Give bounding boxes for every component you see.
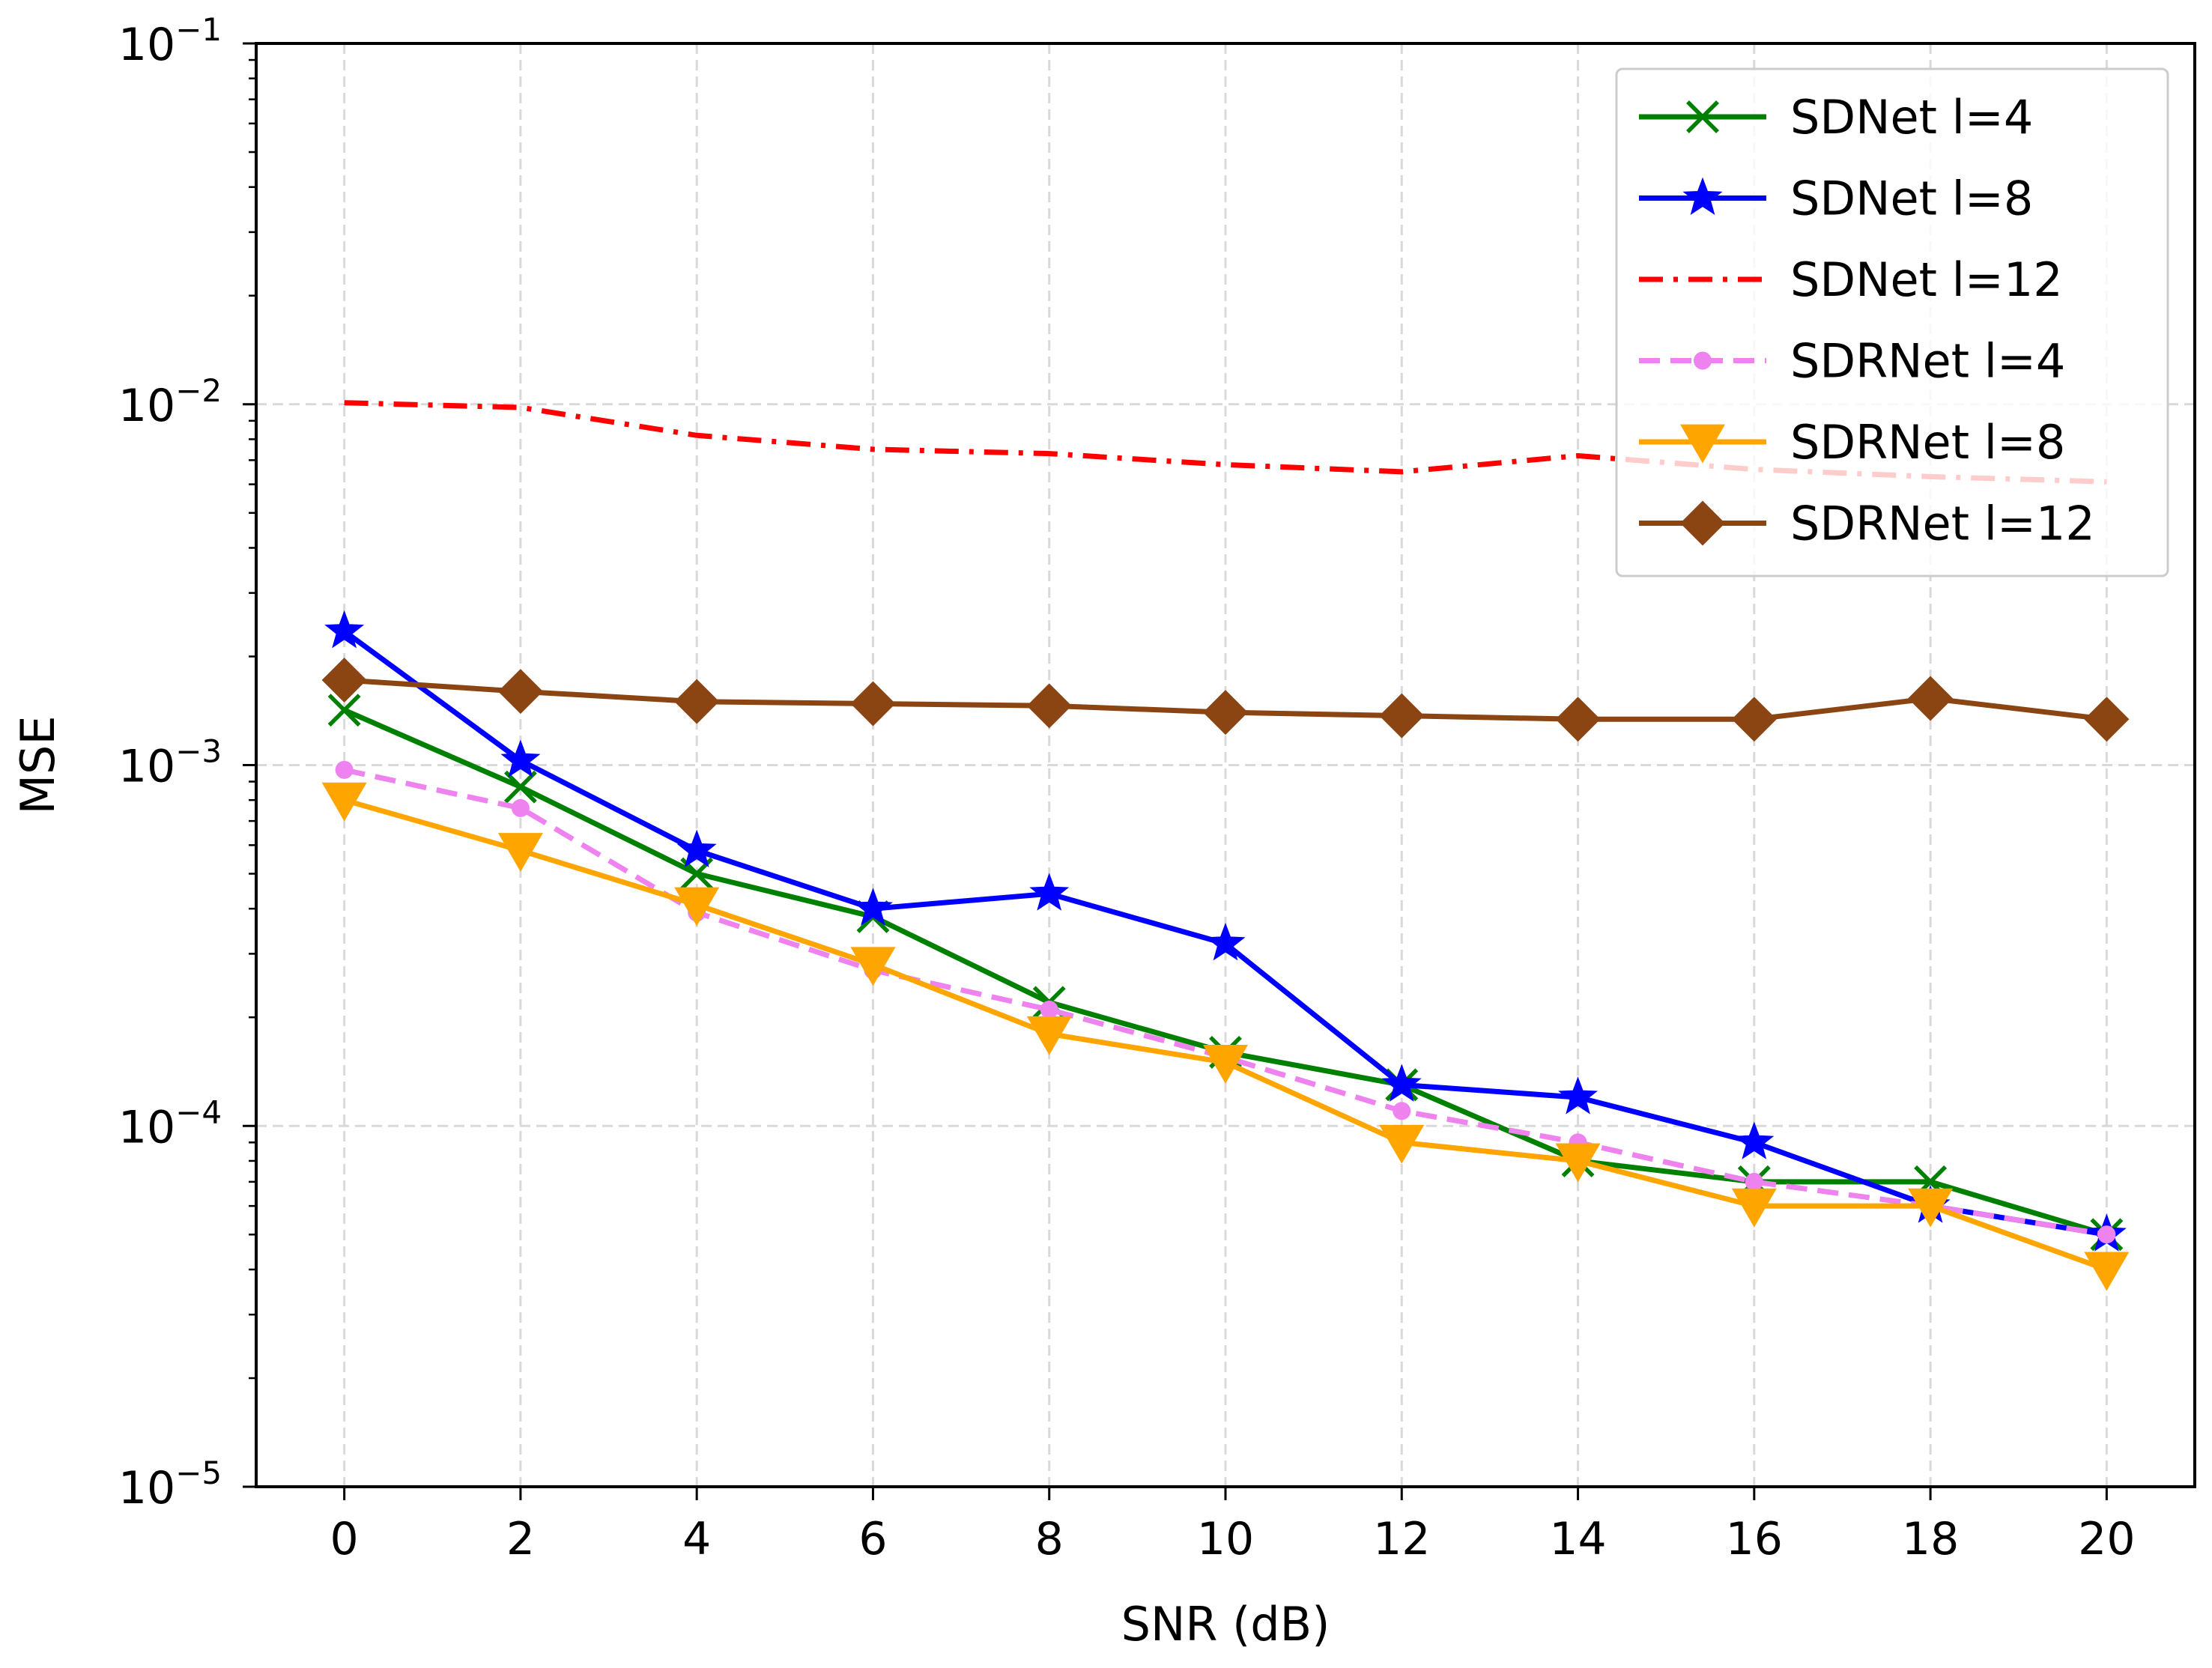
y-tick-base: 10 — [118, 1462, 175, 1514]
data-point — [1029, 873, 1070, 911]
data-point — [324, 610, 365, 649]
x-tick-label: 12 — [1373, 1513, 1430, 1565]
y-tick-base: 10 — [118, 741, 175, 793]
data-point — [327, 694, 361, 727]
data-point — [1205, 923, 1246, 961]
y-tick-base: 10 — [118, 1101, 175, 1153]
data-point — [1555, 697, 1601, 742]
legend-item: SDRNet l=4 — [1639, 334, 2065, 389]
legend-label: SDNet l=8 — [1790, 172, 2033, 226]
legend-marker-swatch — [1680, 424, 1725, 464]
x-tick-label: 4 — [682, 1513, 711, 1565]
data-point — [1731, 1188, 1777, 1228]
data-point — [1203, 690, 1248, 736]
data-point — [1555, 1143, 1601, 1183]
series-sdrnet-l-8 — [321, 782, 2130, 1291]
legend-label: SDRNet l=4 — [1790, 334, 2065, 389]
data-point — [321, 658, 367, 703]
legend-marker-swatch — [1682, 177, 1723, 216]
legend-label: SDNet l=12 — [1790, 252, 2063, 307]
x-tick-label: 10 — [1197, 1513, 1254, 1565]
legend-item: SDNet l=8 — [1639, 172, 2033, 226]
data-point — [1734, 1121, 1775, 1159]
x-axis-label: SNR (dB) — [1121, 1597, 1330, 1652]
data-point — [1908, 676, 1954, 721]
legend-marker-swatch — [1694, 351, 1712, 370]
y-tick-base: 10 — [118, 380, 175, 432]
data-point — [511, 798, 530, 817]
y-tick-label: 10−1 — [118, 11, 222, 71]
data-point — [1558, 1076, 1599, 1114]
data-point — [1731, 697, 1777, 742]
data-point — [1908, 1188, 1954, 1228]
series-layer — [321, 400, 2130, 1291]
data-point — [674, 679, 720, 724]
legend-item: SDRNet l=8 — [1639, 415, 2065, 470]
y-tick-base: 10 — [118, 19, 175, 71]
x-tick-label: 8 — [1035, 1513, 1064, 1565]
series-sdrnet-l-12 — [321, 658, 2130, 742]
y-tick-label: 10−3 — [118, 733, 222, 793]
y-tick-exponent: −4 — [175, 1094, 222, 1130]
legend-label: SDRNet l=12 — [1790, 497, 2095, 551]
data-point — [1379, 693, 1425, 739]
data-point — [852, 888, 893, 926]
y-tick-label: 10−2 — [118, 372, 222, 432]
data-point — [2084, 1252, 2130, 1291]
data-point — [497, 669, 543, 715]
legend-item: SDNet l=4 — [1639, 90, 2033, 145]
legend-marker-swatch — [1686, 100, 1719, 133]
x-tick-label: 16 — [1726, 1513, 1783, 1565]
data-point — [500, 739, 541, 777]
series-line — [343, 767, 2107, 1237]
data-point — [674, 887, 720, 927]
y-axis-label: MSE — [10, 715, 65, 814]
data-point — [850, 947, 896, 986]
x-tick-label: 0 — [330, 1513, 359, 1565]
data-point — [1379, 1124, 1425, 1164]
legend-marker-swatch — [1680, 500, 1725, 546]
data-point — [497, 833, 543, 872]
legend: SDNet l=4 SDNet l=8 SDNet l=12 SDRNet l=4 SD… — [1615, 67, 2169, 577]
legend-label: SDRNet l=8 — [1790, 415, 2065, 470]
y-tick-exponent: −1 — [175, 11, 222, 48]
y-tick-label: 10−5 — [118, 1455, 222, 1514]
data-point — [1026, 1016, 1072, 1055]
data-point — [676, 829, 717, 868]
y-tick-exponent: −3 — [175, 733, 222, 770]
data-point — [1203, 1045, 1248, 1084]
data-point — [1745, 1172, 1763, 1191]
x-tick-label: 6 — [858, 1513, 887, 1565]
data-point — [321, 782, 367, 822]
data-point — [1026, 683, 1072, 729]
x-tick-label: 20 — [2078, 1513, 2135, 1565]
data-point — [335, 760, 354, 779]
legend-item: SDNet l=12 — [1639, 252, 2063, 307]
y-tick-label: 10−4 — [118, 1094, 222, 1153]
data-point — [503, 770, 537, 804]
x-tick-label: 18 — [1902, 1513, 1959, 1565]
data-point — [850, 681, 896, 727]
data-point — [1040, 1001, 1058, 1019]
x-tick-label: 2 — [506, 1513, 535, 1565]
data-point — [2084, 697, 2130, 742]
legend-item: SDRNet l=12 — [1639, 497, 2095, 551]
data-point — [2097, 1225, 2116, 1244]
data-point — [1393, 1102, 1411, 1120]
y-tick-exponent: −5 — [175, 1455, 222, 1491]
x-tick-label: 14 — [1549, 1513, 1606, 1565]
y-tick-exponent: −2 — [175, 372, 222, 409]
data-point — [1381, 1064, 1422, 1102]
legend-label: SDNet l=4 — [1790, 90, 2033, 145]
